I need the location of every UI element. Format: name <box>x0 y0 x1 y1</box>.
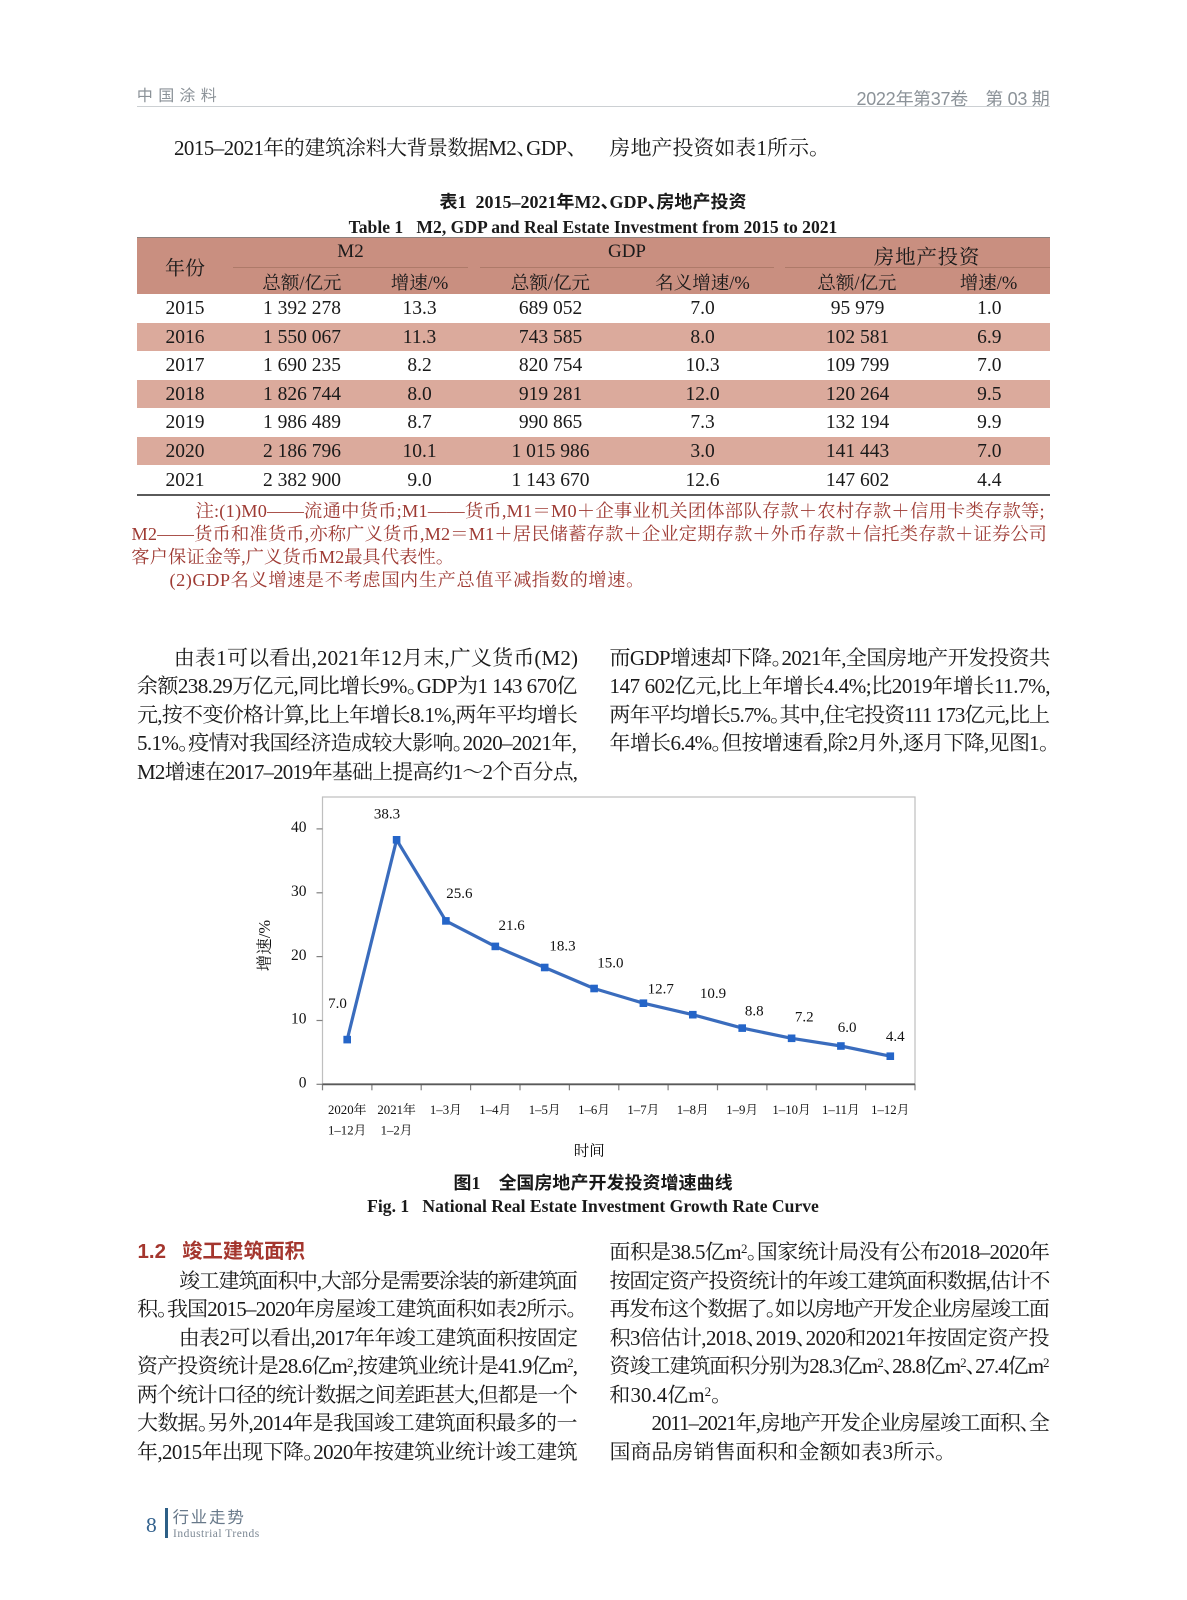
svg-text:25.6: 25.6 <box>446 886 473 902</box>
svg-text:1–6月: 1–6月 <box>578 1103 610 1117</box>
svg-text:0: 0 <box>299 1075 307 1092</box>
svg-text:2020年: 2020年 <box>328 1102 366 1117</box>
svg-text:8.8: 8.8 <box>745 1004 764 1020</box>
svg-text:6.0: 6.0 <box>838 1020 857 1036</box>
svg-text:38.3: 38.3 <box>374 807 400 823</box>
svg-text:15.0: 15.0 <box>597 956 623 972</box>
svg-text:7.2: 7.2 <box>795 1009 814 1025</box>
svg-text:21.6: 21.6 <box>498 918 525 934</box>
svg-text:10.9: 10.9 <box>700 986 726 1002</box>
svg-text:20: 20 <box>291 947 307 964</box>
svg-text:1–5月: 1–5月 <box>529 1103 561 1117</box>
svg-text:增速/%: 增速/% <box>255 920 274 972</box>
svg-text:10: 10 <box>291 1011 307 1028</box>
svg-text:2021年: 2021年 <box>377 1102 415 1117</box>
svg-text:1–7月: 1–7月 <box>627 1103 659 1117</box>
svg-text:30: 30 <box>291 883 307 900</box>
svg-text:1–12月: 1–12月 <box>871 1103 909 1117</box>
svg-text:4.4: 4.4 <box>886 1029 905 1045</box>
svg-text:1–11月: 1–11月 <box>822 1103 860 1117</box>
svg-text:1–10月: 1–10月 <box>772 1103 810 1117</box>
svg-text:1–12月: 1–12月 <box>328 1123 366 1137</box>
svg-text:7.0: 7.0 <box>328 996 347 1012</box>
svg-text:1–8月: 1–8月 <box>677 1103 709 1117</box>
svg-text:1–2月: 1–2月 <box>381 1123 413 1137</box>
svg-text:1–3月: 1–3月 <box>430 1103 462 1117</box>
svg-text:1–9月: 1–9月 <box>726 1103 758 1117</box>
svg-text:时间: 时间 <box>573 1142 604 1160</box>
svg-text:12.7: 12.7 <box>648 982 675 998</box>
svg-text:40: 40 <box>291 819 307 836</box>
svg-text:18.3: 18.3 <box>549 938 575 954</box>
svg-text:1–4月: 1–4月 <box>479 1103 511 1117</box>
